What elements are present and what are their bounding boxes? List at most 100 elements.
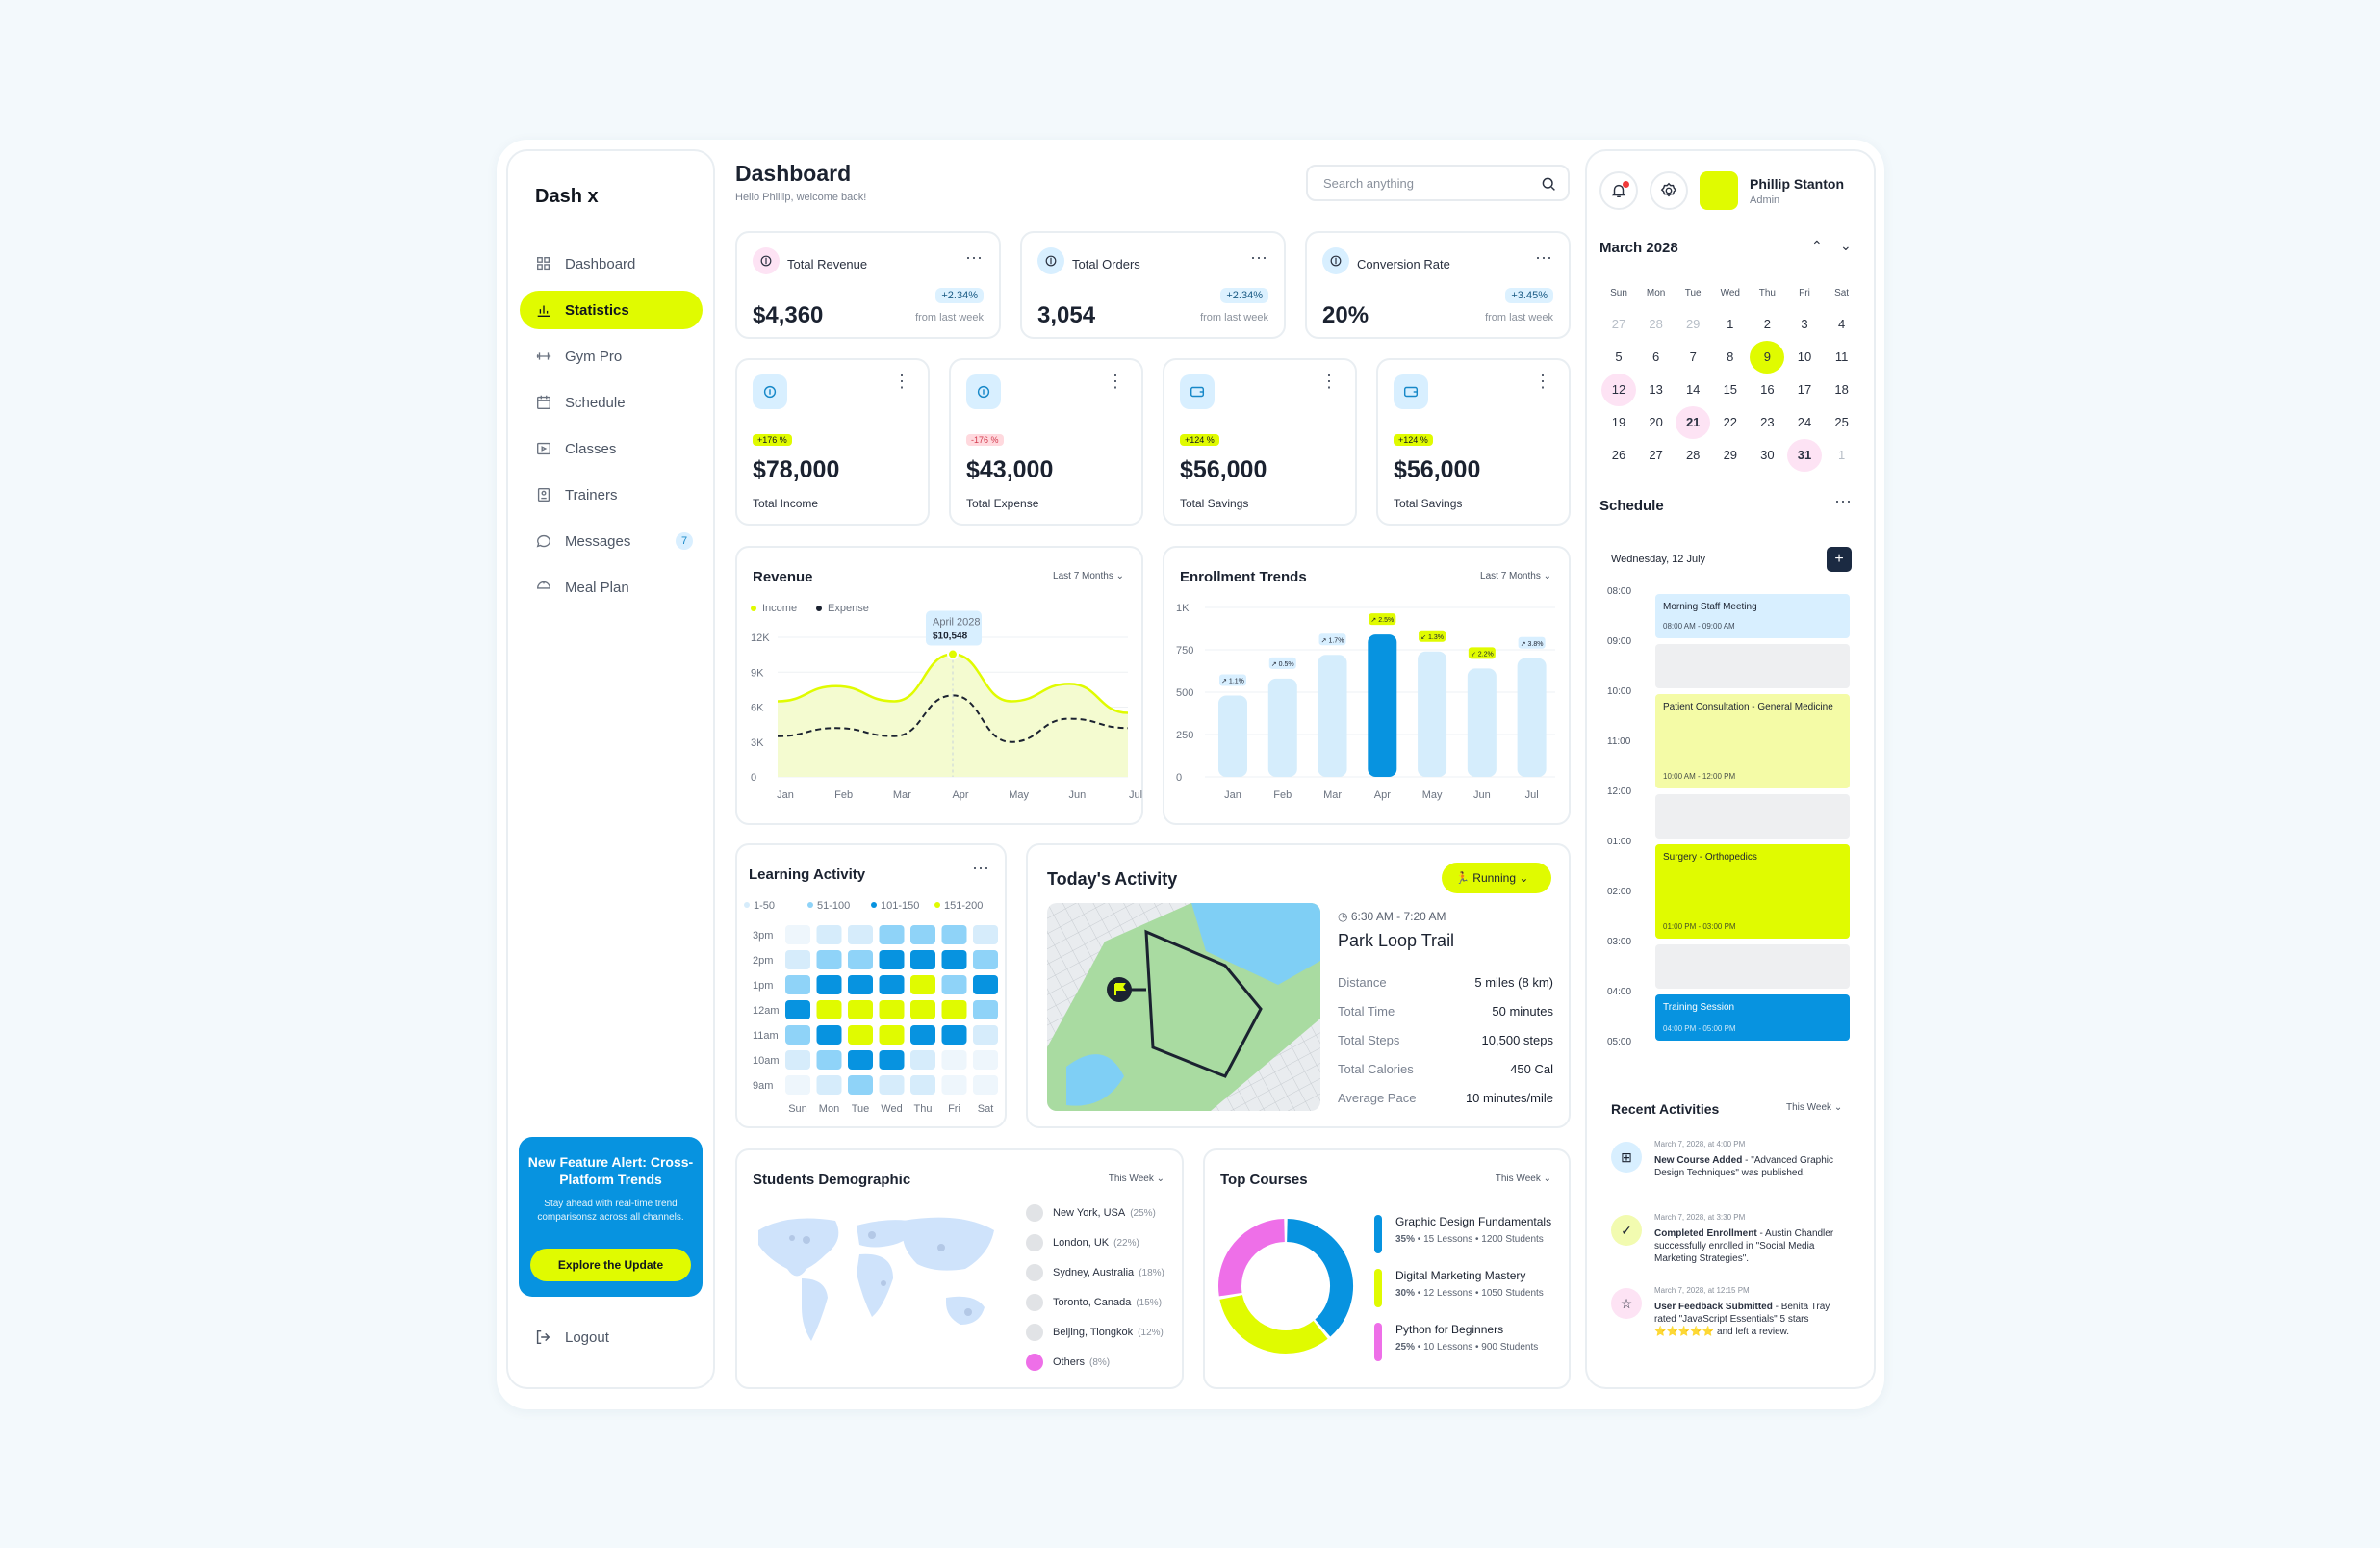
schedule-event[interactable]: Training Session 04:00 PM - 05:00 PM	[1655, 994, 1850, 1041]
calendar-day[interactable]: 8	[1727, 349, 1734, 364]
heat-cell[interactable]	[785, 975, 810, 994]
calendar-day[interactable]: 30	[1760, 448, 1775, 462]
heat-cell[interactable]	[941, 1025, 967, 1045]
more-icon[interactable]: ⋮	[893, 372, 910, 391]
heat-cell[interactable]	[973, 1050, 998, 1070]
heat-cell[interactable]	[785, 1025, 810, 1045]
heat-cell[interactable]	[941, 1075, 967, 1095]
sidebar-item-meal-plan[interactable]: Meal Plan	[520, 568, 703, 606]
donut-slice[interactable]	[1286, 1219, 1353, 1337]
logout-button[interactable]: Logout	[534, 1329, 609, 1346]
more-icon[interactable]: ⋯	[1535, 248, 1553, 268]
bar-apr[interactable]	[1368, 634, 1397, 777]
heat-cell[interactable]	[879, 1075, 905, 1095]
heat-cell[interactable]	[879, 1025, 905, 1045]
heat-cell[interactable]	[973, 1000, 998, 1019]
donut-slice[interactable]	[1219, 1294, 1328, 1354]
calendar-day[interactable]: 24	[1797, 415, 1812, 429]
heat-cell[interactable]	[816, 1075, 842, 1095]
calendar-day[interactable]: 5	[1615, 349, 1623, 364]
calendar-day[interactable]: 13	[1649, 382, 1663, 397]
calendar-day[interactable]: 1	[1727, 317, 1734, 331]
calendar-day[interactable]: 2	[1763, 317, 1771, 331]
heat-cell[interactable]	[785, 1075, 810, 1095]
learning-more-icon[interactable]: ⋯	[972, 859, 989, 878]
heat-cell[interactable]	[910, 1075, 935, 1095]
heat-cell[interactable]	[879, 925, 905, 944]
bar-may[interactable]	[1418, 651, 1447, 777]
heat-cell[interactable]	[848, 925, 873, 944]
calendar-day[interactable]: 27	[1611, 317, 1626, 331]
bar-mar[interactable]	[1318, 655, 1347, 777]
heat-cell[interactable]	[785, 950, 810, 969]
calendar-day[interactable]: 28	[1685, 448, 1701, 462]
schedule-event[interactable]: Patient Consultation - General Medicine 1…	[1655, 694, 1850, 788]
calendar-day[interactable]: 25	[1834, 415, 1849, 429]
schedule-empty-slot[interactable]	[1655, 794, 1850, 838]
calendar-day[interactable]: 29	[1685, 317, 1701, 331]
sidebar-item-dashboard[interactable]: Dashboard	[520, 245, 703, 283]
heat-cell[interactable]	[973, 925, 998, 944]
calendar-day[interactable]: 29	[1723, 448, 1738, 462]
sidebar-item-statistics[interactable]: Statistics	[520, 291, 703, 329]
heat-cell[interactable]	[973, 950, 998, 969]
heat-cell[interactable]	[848, 975, 873, 994]
heat-cell[interactable]	[941, 950, 967, 969]
more-icon[interactable]: ⋯	[1250, 248, 1268, 268]
demographic-range-dropdown[interactable]: This Week ⌄	[1108, 1174, 1164, 1184]
search-input[interactable]: Search anything	[1306, 165, 1570, 201]
calendar-prev-button[interactable]: ⌃	[1811, 238, 1823, 253]
heat-cell[interactable]	[816, 1050, 842, 1070]
heat-cell[interactable]	[816, 1025, 842, 1045]
heat-cell[interactable]	[848, 1025, 873, 1045]
heat-cell[interactable]	[941, 1000, 967, 1019]
calendar-day[interactable]: 18	[1834, 382, 1849, 397]
more-icon[interactable]: ⋮	[1534, 372, 1551, 391]
calendar-day[interactable]: 28	[1649, 317, 1663, 331]
sidebar-item-gym-pro[interactable]: Gym Pro	[520, 337, 703, 375]
heat-cell[interactable]	[941, 925, 967, 944]
bar-jul[interactable]	[1517, 658, 1547, 777]
calendar-day[interactable]: 7	[1689, 349, 1697, 364]
enrollment-range-dropdown[interactable]: Last 7 Months ⌄	[1480, 571, 1551, 581]
more-icon[interactable]: ⋮	[1320, 372, 1338, 391]
heat-cell[interactable]	[941, 975, 967, 994]
calendar-day[interactable]: 9	[1750, 341, 1785, 374]
heat-cell[interactable]	[879, 975, 905, 994]
calendar-day[interactable]: 19	[1611, 415, 1626, 429]
heat-cell[interactable]	[816, 975, 842, 994]
schedule-empty-slot[interactable]	[1655, 644, 1850, 688]
heat-cell[interactable]	[941, 1050, 967, 1070]
heat-cell[interactable]	[785, 1050, 810, 1070]
heat-cell[interactable]	[910, 975, 935, 994]
heat-cell[interactable]	[910, 925, 935, 944]
calendar-day[interactable]: 27	[1649, 448, 1663, 462]
settings-button[interactable]	[1650, 171, 1688, 210]
calendar-day[interactable]: 16	[1760, 382, 1775, 397]
heat-cell[interactable]	[973, 1025, 998, 1045]
heat-cell[interactable]	[816, 925, 842, 944]
sidebar-item-trainers[interactable]: Trainers	[520, 476, 703, 514]
heat-cell[interactable]	[879, 950, 905, 969]
heat-cell[interactable]	[816, 1000, 842, 1019]
activity-mode-dropdown[interactable]: 🏃 Running ⌄	[1442, 863, 1551, 893]
calendar-day[interactable]: 31	[1787, 439, 1822, 472]
calendar-day[interactable]: 4	[1837, 317, 1846, 331]
heat-cell[interactable]	[973, 975, 998, 994]
notification-button[interactable]	[1599, 171, 1638, 210]
calendar-day[interactable]: 15	[1723, 382, 1738, 397]
calendar-day[interactable]: 26	[1611, 448, 1626, 462]
heat-cell[interactable]	[973, 1075, 998, 1095]
heat-cell[interactable]	[848, 1075, 873, 1095]
heat-cell[interactable]	[879, 1050, 905, 1070]
bar-jan[interactable]	[1218, 695, 1247, 777]
heat-cell[interactable]	[910, 1025, 935, 1045]
heat-cell[interactable]	[910, 1000, 935, 1019]
schedule-empty-slot[interactable]	[1655, 944, 1850, 989]
explore-update-button[interactable]: Explore the Update	[530, 1249, 691, 1281]
heat-cell[interactable]	[910, 1050, 935, 1070]
avatar[interactable]	[1700, 171, 1738, 210]
donut-slice[interactable]	[1218, 1219, 1286, 1297]
more-icon[interactable]: ⋯	[965, 248, 984, 268]
calendar-day[interactable]: 14	[1685, 382, 1701, 397]
